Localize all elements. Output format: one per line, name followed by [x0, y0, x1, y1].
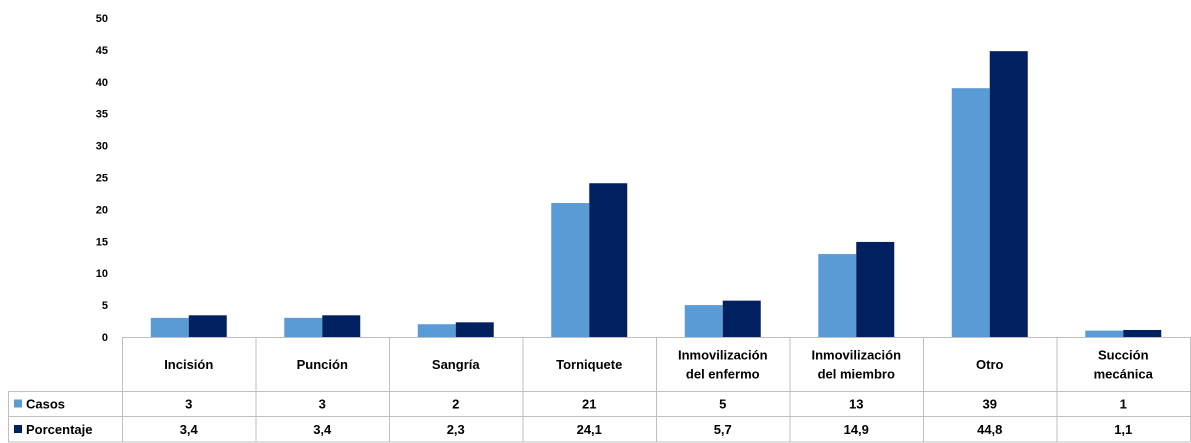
bar-porcentaje-8 [1123, 329, 1162, 337]
legend-label: Casos [26, 397, 65, 412]
bar-porcentaje-5 [722, 300, 761, 337]
bar-casos-1 [150, 317, 189, 337]
table-cell-value: 3 [319, 397, 326, 412]
bar-porcentaje-1 [188, 315, 227, 337]
bar-porcentaje-7 [989, 51, 1028, 338]
bar-porcentaje-6 [856, 241, 895, 337]
bar-casos-2 [284, 317, 323, 337]
bar-casos-5 [684, 305, 723, 337]
bar-casos-7 [951, 88, 990, 338]
bar-porcentaje-4 [589, 183, 628, 337]
table-cell-value: 13 [849, 397, 863, 412]
x-tick-label: Inmovilización [811, 348, 901, 363]
x-tick-label: Torniquete [556, 357, 622, 372]
bar-porcentaje-2 [322, 315, 361, 337]
y-tick-label: 25 [96, 173, 108, 185]
legend-label: Porcentaje [26, 422, 92, 437]
y-tick-label: 45 [96, 45, 108, 57]
table-cell-value: 3,4 [313, 422, 332, 437]
x-tick-label: del enfermo [686, 367, 760, 382]
table-cell-value: 2,3 [447, 422, 465, 437]
table-cell-value: 14,9 [844, 422, 869, 437]
table-cell-value: 21 [582, 397, 596, 412]
table-cell-value: 3 [185, 397, 192, 412]
table-cell-value: 1 [1120, 397, 1127, 412]
y-tick-label: 20 [96, 204, 108, 216]
y-tick-label: 15 [96, 236, 108, 248]
table-cell-value: 44,8 [977, 422, 1002, 437]
x-tick-label: Punción [297, 357, 348, 372]
x-tick-label: Inmovilización [678, 348, 768, 363]
x-tick-label: Succión [1098, 348, 1149, 363]
table-cell-value: 5 [719, 397, 726, 412]
bar-porcentaje-3 [455, 322, 494, 337]
table-cell-value: 24,1 [577, 422, 602, 437]
y-tick-label: 50 [96, 13, 108, 25]
table-cell-value: 5,7 [714, 422, 732, 437]
x-tick-label: del miembro [818, 367, 895, 382]
table-cell-value: 1,1 [1114, 422, 1132, 437]
legend-key-porcentaje [14, 425, 22, 433]
bar-casos-3 [417, 324, 456, 337]
table-cell-value: 39 [983, 397, 997, 412]
y-tick-label: 5 [102, 300, 108, 312]
legend-key-casos [14, 399, 22, 408]
x-tick-label: Incisión [164, 357, 213, 372]
y-tick-label: 30 [96, 141, 108, 153]
y-tick-label: 40 [96, 77, 108, 89]
bar-casos-6 [818, 254, 857, 337]
table-cell-value: 2 [452, 397, 459, 412]
y-tick-label: 0 [102, 332, 108, 344]
x-tick-label: Otro [976, 357, 1004, 372]
table-cell-value: 3,4 [180, 422, 199, 437]
y-tick-label: 35 [96, 109, 108, 121]
x-tick-label: mecánica [1094, 367, 1154, 382]
x-tick-label: Sangría [432, 357, 480, 372]
bar-casos-4 [551, 203, 590, 337]
y-tick-label: 10 [96, 268, 108, 280]
bar-casos-8 [1085, 330, 1124, 337]
